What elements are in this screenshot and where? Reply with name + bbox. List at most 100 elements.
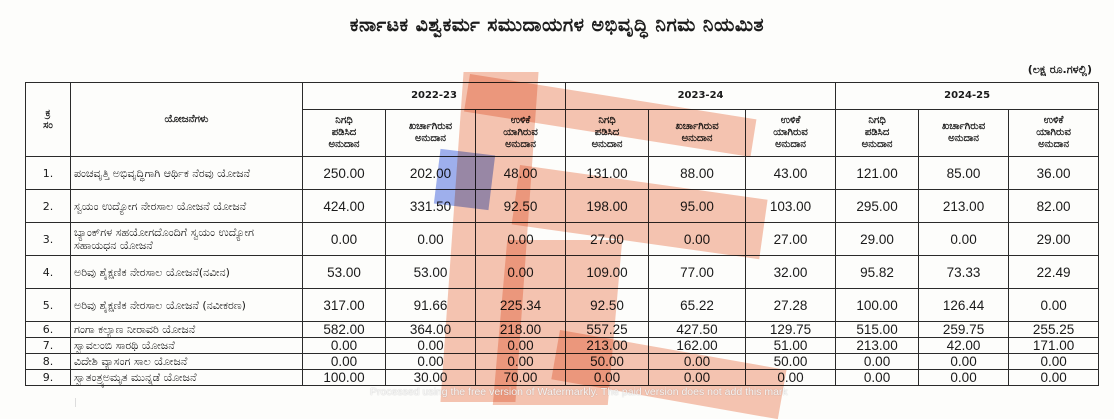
value-cell: 427.50 <box>648 321 747 338</box>
value-cell: 32.00 <box>745 255 837 289</box>
watermark-text: Processed using the free version of Wate… <box>370 386 788 398</box>
table-row: 3. ಬ್ಯಾಂಕ್‌ಗಳ ಸಹಯೋಗದೊಂದಿಗೆ ಸ್ವಯಂ ಉದ್ಯೋಗ … <box>25 222 1100 256</box>
value-cell: 255.25 <box>1008 321 1100 338</box>
scheme-name: ಸ್ವಯಂ ಉದ್ಯೋಗ ನೇರಸಾಲ ಯೋಜನೆ ಯೋಜನೆ <box>70 189 303 223</box>
header-remaining-grant: ಉಳಿಕೆ ಯಾಗಿರುವ ಅನುದಾನ <box>1008 109 1100 157</box>
value-cell: 259.75 <box>918 321 1010 338</box>
value-cell: 42.00 <box>918 337 1010 354</box>
value-cell: 0.00 <box>648 369 747 386</box>
value-cell: 213.00 <box>918 189 1010 223</box>
table-row: 6. ಗಂಗಾ ಕಲ್ಯಾಣ ನೀರಾವರಿ ಯೋಜನೆ 582.00 364.… <box>25 321 1100 338</box>
value-cell: 103.00 <box>745 189 837 223</box>
serial-number: 6. <box>25 321 71 338</box>
scheme-name: ವಿದೇಶಿ ವ್ಯಾಸಂಗ ಸಾಲ ಯೋಜನೆ <box>70 353 303 370</box>
header-allocated-grant: ನಿಗಧಿ ಪಡಿಸಿದ ಅನುದಾನ <box>302 109 386 157</box>
value-cell: 0.00 <box>385 337 476 354</box>
value-cell: 121.00 <box>835 156 920 190</box>
header-remaining-grant: ಉಳಿಕೆ ಯಾಗಿರುವ ಅನುದಾನ <box>474 109 567 157</box>
value-cell: 225.34 <box>474 288 567 322</box>
value-cell: 88.00 <box>648 156 747 190</box>
value-cell: 29.00 <box>835 222 920 256</box>
value-cell: 77.00 <box>648 255 747 289</box>
value-cell: 70.00 <box>474 369 567 386</box>
value-cell: 29.00 <box>1008 222 1100 256</box>
value-cell: 202.00 <box>385 156 476 190</box>
value-cell: 91.66 <box>385 288 476 322</box>
unit-note: (ಲಕ್ಷ ರೂ.ಗಳಲ್ಲಿ) <box>1027 63 1092 76</box>
header-allocated-grant: ನಿಗಧಿ ಪಡಿಸಿದ ಅನುದಾನ <box>565 109 650 157</box>
page-margin-line <box>75 398 76 407</box>
value-cell: 295.00 <box>835 189 920 223</box>
value-cell: 0.00 <box>1008 288 1100 322</box>
value-cell: 73.33 <box>918 255 1010 289</box>
value-cell: 131.00 <box>565 156 650 190</box>
table-row: 4. ಅರಿವು ಶೈಕ್ಷಣಿಕ ನೇರಸಾಲ ಯೋಜನೆ(ನವೀನ) 53.… <box>25 255 1100 289</box>
value-cell: 317.00 <box>302 288 386 322</box>
value-cell: 51.00 <box>745 337 837 354</box>
value-cell: 0.00 <box>385 353 476 370</box>
value-cell: 198.00 <box>565 189 650 223</box>
header-remaining-grant: ಉಳಿಕೆ ಯಾಗಿರುವ ಅನುದಾನ <box>745 109 837 157</box>
value-cell: 48.00 <box>474 156 567 190</box>
value-cell: 43.00 <box>745 156 837 190</box>
value-cell: 0.00 <box>474 222 567 256</box>
value-cell: 213.00 <box>565 337 650 354</box>
header-spent-grant: ಖರ್ಚಾಗಿರುವ ಅನುದಾನ <box>648 109 747 157</box>
value-cell: 364.00 <box>385 321 476 338</box>
scheme-name: ಪಂಚವೃತ್ತಿ ಅಭಿವೃದ್ಧಿಗಾಗಿ ಆರ್ಥಿಕ ನೆರವು ಯೋಜ… <box>70 156 303 190</box>
serial-number: 3. <box>25 222 71 256</box>
serial-number: 2. <box>25 189 71 223</box>
value-cell: 100.00 <box>302 369 386 386</box>
document-title: ಕರ್ನಾಟಕ ವಿಶ್ವಕರ್ಮ ಸಮುದಾಯಗಳ ಅಭಿವೃದ್ಧಿ ನಿಗ… <box>349 14 765 36</box>
header-spent-grant: ಖರ್ಚಾಗಿರುವ ಅನುದಾನ <box>918 109 1010 157</box>
serial-number: 1. <box>25 156 71 190</box>
value-cell: 27.00 <box>565 222 650 256</box>
serial-number: 9. <box>25 369 71 386</box>
serial-number: 5. <box>25 288 71 322</box>
value-cell: 0.00 <box>648 353 747 370</box>
value-cell: 53.00 <box>385 255 476 289</box>
scheme-name: ಅರಿವು ಶೈಕ್ಷಣಿಕ ನೇರಸಾಲ ಯೋಜನೆ (ನವೀಕರಣ) <box>70 288 303 322</box>
value-cell: 0.00 <box>918 222 1010 256</box>
value-cell: 0.00 <box>474 353 567 370</box>
value-cell: 27.28 <box>745 288 837 322</box>
value-cell: 218.00 <box>474 321 567 338</box>
value-cell: 27.00 <box>745 222 837 256</box>
scheme-name: ಅರಿವು ಶೈಕ್ಷಣಿಕ ನೇರಸಾಲ ಯೋಜನೆ(ನವೀನ) <box>70 255 303 289</box>
value-cell: 22.49 <box>1008 255 1100 289</box>
value-cell: 0.00 <box>918 353 1010 370</box>
serial-number: 7. <box>25 337 71 354</box>
value-cell: 0.00 <box>1008 369 1100 386</box>
value-cell: 50.00 <box>745 353 837 370</box>
value-cell: 424.00 <box>302 189 386 223</box>
scheme-name: ಸ್ವಾತಂತ್ರ್ಯಅಮೃತ ಮುನ್ನಡೆ ಯೋಜನೆ <box>70 369 303 386</box>
value-cell: 171.00 <box>1008 337 1100 354</box>
value-cell: 0.00 <box>745 369 837 386</box>
value-cell: 0.00 <box>385 222 476 256</box>
value-cell: 582.00 <box>302 321 386 338</box>
value-cell: 0.00 <box>302 353 386 370</box>
value-cell: 0.00 <box>474 337 567 354</box>
value-cell: 0.00 <box>302 222 386 256</box>
value-cell: 213.00 <box>835 337 920 354</box>
value-cell: 100.00 <box>835 288 920 322</box>
value-cell: 82.00 <box>1008 189 1100 223</box>
value-cell: 126.44 <box>918 288 1010 322</box>
value-cell: 50.00 <box>565 353 650 370</box>
value-cell: 0.00 <box>565 369 650 386</box>
table-row: 5. ಅರಿವು ಶೈಕ್ಷಣಿಕ ನೇರಸಾಲ ಯೋಜನೆ (ನವೀಕರಣ) … <box>25 288 1100 322</box>
serial-number: 8. <box>25 353 71 370</box>
header-serial-number: ಕ್ರ ಸಂ <box>25 82 71 157</box>
header-allocated-grant: ನಿಗಧಿ ಪಡಿಸಿದ ಅನುದಾನ <box>835 109 920 157</box>
value-cell: 65.22 <box>648 288 747 322</box>
value-cell: 0.00 <box>648 222 747 256</box>
value-cell: 92.50 <box>565 288 650 322</box>
header-spent-grant: ಖರ್ಚಾಗಿರುವ ಅನುದಾನ <box>385 109 476 157</box>
value-cell: 36.00 <box>1008 156 1100 190</box>
value-cell: 0.00 <box>1008 353 1100 370</box>
table-row: 1. ಪಂಚವೃತ್ತಿ ಅಭಿವೃದ್ಧಿಗಾಗಿ ಆರ್ಥಿಕ ನೆರವು … <box>25 156 1100 190</box>
value-cell: 331.50 <box>385 189 476 223</box>
value-cell: 129.75 <box>745 321 837 338</box>
value-cell: 85.00 <box>918 156 1010 190</box>
value-cell: 250.00 <box>302 156 386 190</box>
